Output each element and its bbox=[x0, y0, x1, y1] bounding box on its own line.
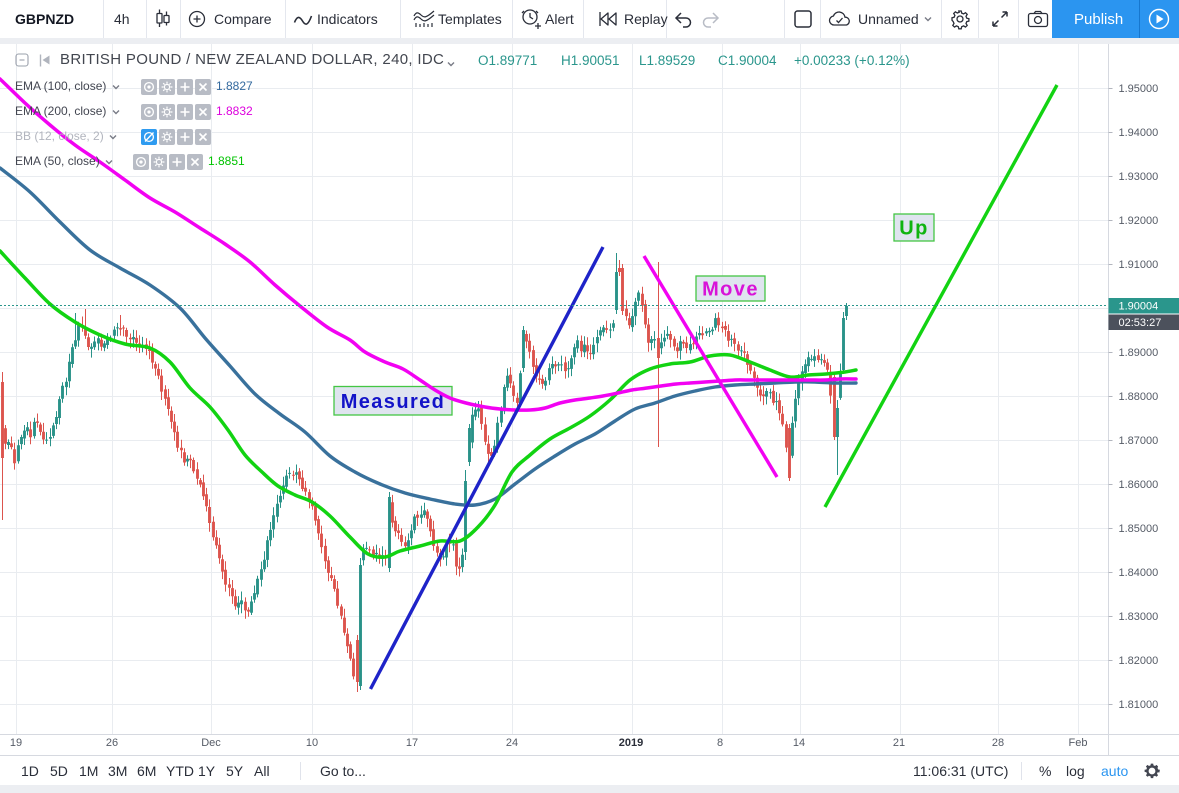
svg-text:24: 24 bbox=[506, 737, 518, 749]
svg-text:1.88000: 1.88000 bbox=[1119, 391, 1159, 403]
svg-text:1.84000: 1.84000 bbox=[1119, 567, 1159, 579]
svg-text:1.85000: 1.85000 bbox=[1119, 523, 1159, 535]
svg-text:1.91000: 1.91000 bbox=[1119, 259, 1159, 271]
svg-text:14: 14 bbox=[793, 737, 805, 749]
svg-text:1.92000: 1.92000 bbox=[1119, 215, 1159, 227]
svg-text:1.87000: 1.87000 bbox=[1119, 435, 1159, 447]
svg-text:Feb: Feb bbox=[1069, 737, 1088, 749]
svg-text:19: 19 bbox=[10, 737, 22, 749]
svg-text:Up: Up bbox=[899, 218, 928, 240]
svg-text:Move: Move bbox=[702, 279, 759, 301]
svg-text:8: 8 bbox=[717, 737, 723, 749]
svg-text:1.93000: 1.93000 bbox=[1119, 171, 1159, 183]
svg-text:2019: 2019 bbox=[619, 737, 643, 749]
svg-text:Dec: Dec bbox=[201, 737, 221, 749]
svg-text:1.94000: 1.94000 bbox=[1119, 127, 1159, 139]
svg-text:1.83000: 1.83000 bbox=[1119, 611, 1159, 623]
svg-text:10: 10 bbox=[306, 737, 318, 749]
svg-text:1.82000: 1.82000 bbox=[1119, 655, 1159, 667]
svg-text:17: 17 bbox=[406, 737, 418, 749]
svg-text:21: 21 bbox=[893, 737, 905, 749]
svg-text:1.90004: 1.90004 bbox=[1119, 301, 1159, 313]
svg-text:26: 26 bbox=[106, 737, 118, 749]
svg-text:1.95000: 1.95000 bbox=[1119, 83, 1159, 95]
svg-text:1.89000: 1.89000 bbox=[1119, 347, 1159, 359]
svg-text:1.81000: 1.81000 bbox=[1119, 699, 1159, 711]
svg-text:28: 28 bbox=[992, 737, 1004, 749]
svg-text:02:53:27: 02:53:27 bbox=[1119, 317, 1162, 329]
svg-text:1.86000: 1.86000 bbox=[1119, 479, 1159, 491]
svg-text:Measured: Measured bbox=[341, 391, 446, 413]
